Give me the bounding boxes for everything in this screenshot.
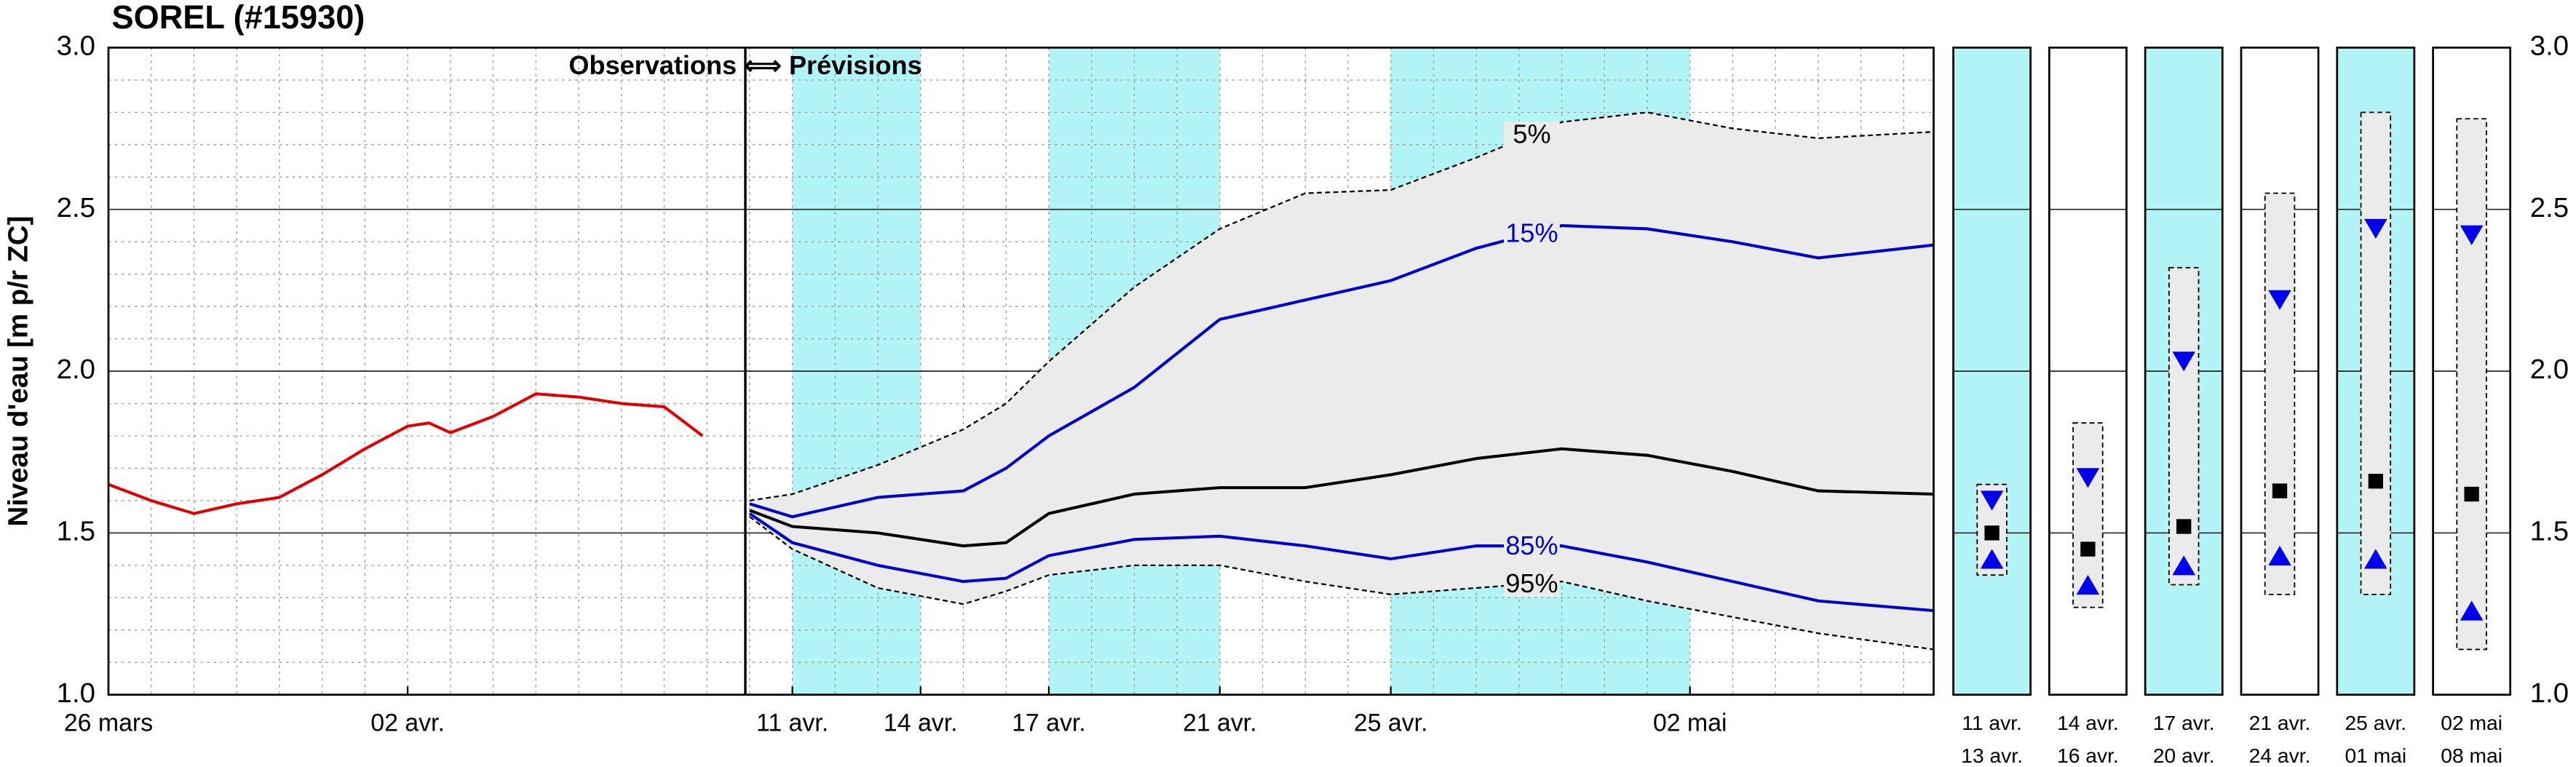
p85-marker	[2364, 549, 2387, 569]
x-tick-label: 26 mars	[64, 709, 153, 736]
series-label: 5%	[1513, 119, 1550, 149]
panel-frame	[2240, 47, 2320, 696]
period-end-label: 16 avr.	[2057, 744, 2119, 767]
x-tick-label: 02 avr.	[370, 709, 445, 736]
series-line	[749, 516, 1934, 651]
forecast-band	[749, 112, 1934, 650]
panel-frame	[2144, 47, 2224, 696]
period-end-label: 20 avr.	[2153, 744, 2215, 767]
median-marker	[2464, 486, 2479, 502]
series-label: 85%	[1505, 530, 1558, 560]
y-tick-label: 1.5	[57, 516, 95, 547]
x-tick-label: 25 avr.	[1354, 709, 1428, 736]
panel-frame	[2432, 47, 2512, 696]
series-label-bg	[1504, 571, 1560, 597]
median-marker	[2080, 541, 2096, 557]
panel-frame	[2048, 47, 2128, 696]
x-tick-label: 21 avr.	[1183, 709, 1257, 736]
range-box	[2168, 266, 2200, 586]
series-line	[748, 512, 1934, 613]
annotation: Observations ⟺ Prévisions	[568, 50, 922, 80]
median-marker	[2368, 474, 2383, 489]
period-start-label: 11 avr.	[1962, 711, 2022, 734]
p15-marker	[1980, 490, 2004, 511]
period-start-label: 25 avr.	[2345, 711, 2406, 734]
panel-frame	[2336, 47, 2416, 696]
y-tick-label: 1.5	[2530, 516, 2569, 547]
p15-marker	[2172, 351, 2196, 372]
p15-marker	[2460, 225, 2484, 245]
series-line	[749, 111, 1934, 502]
y-tick-label: 2.0	[2530, 354, 2569, 385]
period-start-label: 21 avr.	[2249, 711, 2311, 734]
p85-marker	[2076, 574, 2100, 595]
series-label-bg	[1504, 220, 1560, 247]
series-line	[749, 447, 1934, 548]
panel-frame	[1952, 47, 2032, 696]
p85-marker	[2268, 545, 2291, 566]
p15-marker	[2076, 468, 2100, 488]
range-box	[2264, 192, 2296, 595]
y-tick-label: 2.0	[57, 354, 95, 385]
series-label-bg	[1504, 533, 1560, 560]
period-end-label: 01 mai	[2345, 744, 2407, 767]
y-axis-label: Niveau d'eau [m p/r ZC]	[2, 216, 33, 527]
p85-marker	[2460, 600, 2484, 621]
series-label: 95%	[1505, 568, 1558, 598]
y-tick-label: 1.0	[57, 677, 95, 709]
median-marker	[1984, 525, 2000, 541]
x-tick-label: 17 avr.	[1012, 709, 1086, 736]
period-end-label: 08 mai	[2441, 744, 2502, 767]
p85-marker	[2172, 555, 2196, 576]
chart-title: SOREL (#15930)	[112, 0, 365, 36]
period-start-label: 17 avr.	[2153, 711, 2215, 734]
median-marker	[2272, 483, 2288, 498]
range-box	[2360, 111, 2392, 595]
y-tick-label: 2.5	[2530, 192, 2569, 223]
p85-marker	[1980, 549, 2004, 569]
y-tick-label: 2.5	[57, 192, 95, 223]
period-end-label: 24 avr.	[2249, 744, 2311, 767]
x-tick-label: 14 avr.	[884, 709, 958, 736]
series-line	[749, 223, 1934, 519]
y-tick-label: 3.0	[57, 31, 95, 62]
period-start-label: 14 avr.	[2057, 711, 2119, 734]
x-tick-label: 02 mai	[1653, 709, 1727, 736]
y-tick-label: 3.0	[2530, 31, 2569, 62]
series-label: 15%	[1505, 218, 1558, 248]
x-tick-label: 11 avr.	[756, 709, 828, 736]
series-line	[108, 392, 704, 515]
range-box	[2456, 118, 2487, 651]
p15-marker	[2364, 218, 2387, 239]
plot-frame	[107, 47, 1935, 696]
period-start-label: 02 mai	[2441, 711, 2502, 734]
p15-marker	[2268, 290, 2291, 310]
median-marker	[2176, 519, 2192, 534]
period-end-label: 13 avr.	[1961, 744, 2023, 767]
series-label-bg	[1504, 121, 1560, 148]
y-tick-label: 1.0	[2530, 677, 2569, 709]
